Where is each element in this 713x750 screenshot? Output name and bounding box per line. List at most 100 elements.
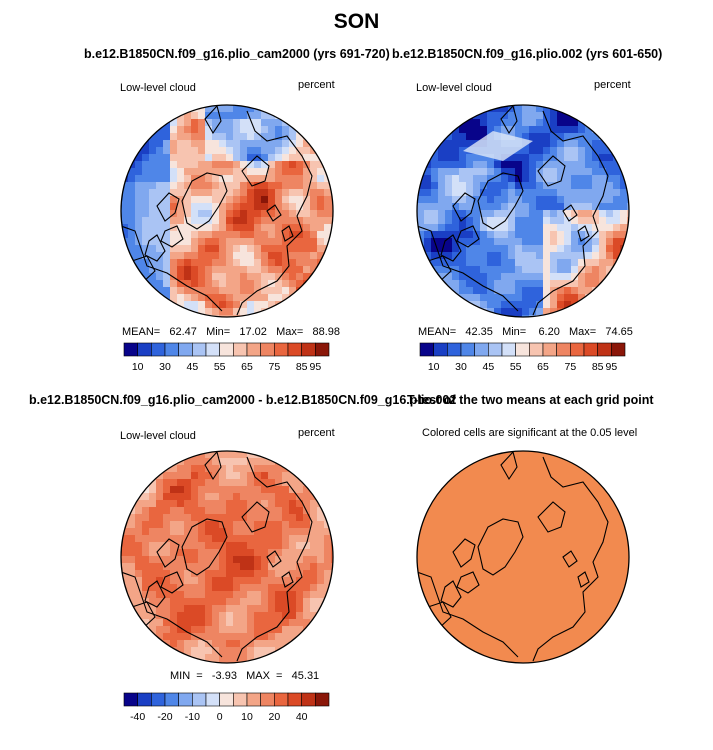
map-cell [585,280,593,288]
map-cell [445,154,453,162]
map-cell [550,308,558,316]
map-cell [480,112,488,120]
map-cell [289,287,297,295]
map-cell [177,259,185,267]
map-cell [522,308,530,316]
map-cell [268,210,276,218]
map-cell [592,238,600,246]
map-cell [296,238,304,246]
map-cell [515,259,523,267]
map-cell [163,556,171,564]
coastline [562,550,578,568]
map-cell [282,619,290,627]
map-cell [592,161,600,169]
map-cell [128,493,136,501]
map-cell [149,605,157,613]
colorbar-swatch [178,692,193,707]
map-cell [177,507,185,515]
map-cell [184,287,192,295]
colorbar-swatch [151,342,166,357]
map-cell [501,210,509,218]
map-cell [247,521,255,529]
map-cell [191,154,199,162]
map-cell [142,161,150,169]
map-cell [128,591,136,599]
map-cell [317,189,325,197]
map-cell [289,147,297,155]
map-cell [317,598,325,606]
map-cell [550,280,558,288]
map-cell [452,182,460,190]
map-cell [240,196,248,204]
map-cell [268,154,276,162]
map-cell [240,570,248,578]
map-cell [331,584,333,592]
map-cell [613,252,621,260]
map-cell [275,259,283,267]
map-cell [536,266,544,274]
map-cell [261,259,269,267]
map-cell [170,626,178,634]
map-cell [184,549,192,557]
map-cell [240,280,248,288]
map-cell [128,147,136,155]
map-cell [508,175,516,183]
map-cell [226,486,234,494]
map-cell [226,591,234,599]
map-cell [445,245,453,253]
map-cell [571,280,579,288]
map-cell [296,133,304,141]
map-cell [254,598,262,606]
map-cell [219,458,227,466]
map-cell [233,147,241,155]
map-cell [254,161,262,169]
map-cell [240,591,248,599]
map-cell [303,486,311,494]
map-cell [198,479,206,487]
map-cell [240,224,248,232]
map-cell [233,472,241,480]
map-cell [473,224,481,232]
map-cell [142,224,150,232]
map-cell [212,605,220,613]
map-cell [226,252,234,260]
map-cell [557,112,565,120]
map-cell [522,126,530,134]
map-cell [205,479,213,487]
map-cell [247,465,255,473]
map-cell [261,493,269,501]
map-cell [240,105,248,113]
map-cell [191,514,199,522]
map-cell [289,252,297,260]
map-cell [529,126,537,134]
map-cell [233,168,241,176]
map-cell [170,287,178,295]
map-cell [226,500,234,508]
map-cell [459,203,467,211]
map-cell [142,514,150,522]
map-cell [219,605,227,613]
map-cell [170,203,178,211]
map-cell [592,196,600,204]
map-cell [303,140,311,148]
map-cell [529,308,537,316]
map-cell [310,196,318,204]
map-cell [135,259,143,267]
map-cell [149,175,157,183]
map-1-coastline-group [121,105,313,316]
map-cell [226,528,234,536]
map-cell [424,210,432,218]
coastline [417,571,519,658]
map-cell [205,105,213,113]
map-cell [543,231,551,239]
map-cell [233,231,241,239]
map-cell [149,231,157,239]
map-cell [128,266,136,274]
map-cell [324,189,332,197]
map-cell [324,605,332,613]
map-cell [606,154,614,162]
map-cell [226,535,234,543]
map-cell [247,154,255,162]
map-cell [282,493,290,501]
map-cell [219,598,227,606]
